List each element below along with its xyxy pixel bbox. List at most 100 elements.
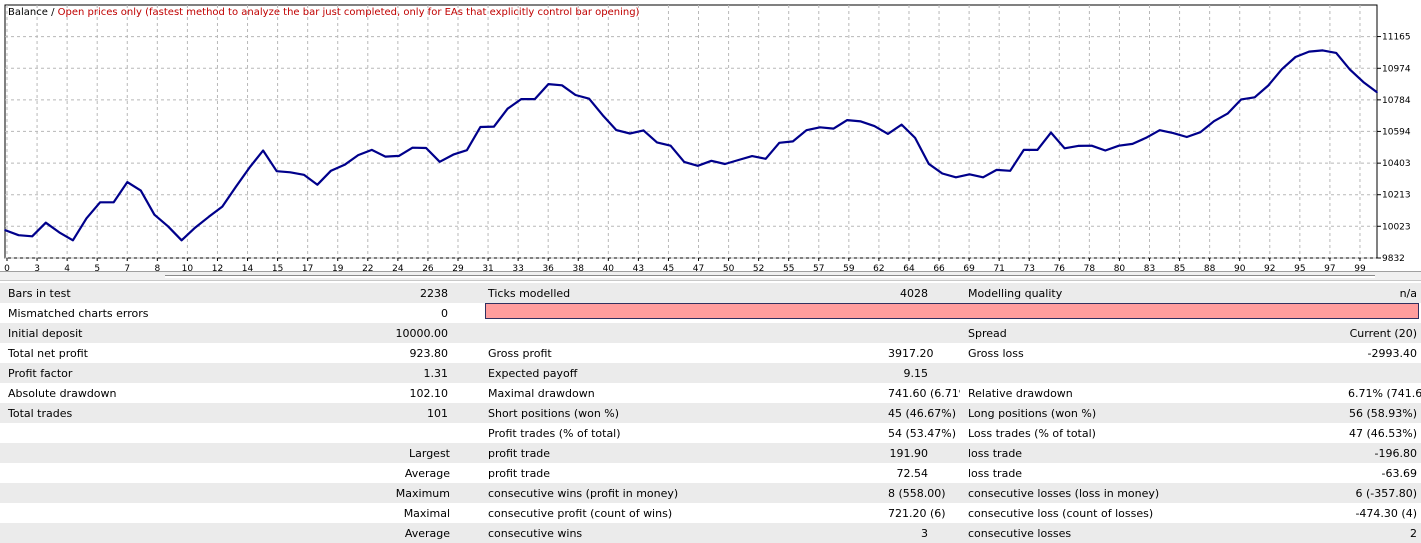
balance-point (384, 155, 387, 158)
x-tick-label: 45 (663, 264, 674, 271)
balance-point (860, 120, 862, 123)
label-consecutive-loss-count: consecutive loss (count of losses) (968, 506, 1154, 520)
value-consecutive-profit-count: 721.20 (6) (888, 506, 946, 520)
balance-point (4, 229, 6, 231)
x-tick-label: 4 (64, 264, 70, 271)
x-tick-label: 19 (332, 264, 344, 271)
balance-point (425, 147, 427, 149)
balance-point (153, 213, 156, 216)
label-relative-drawdown: Relative drawdown (968, 386, 1073, 400)
balance-point (615, 129, 618, 131)
label-maximal-drawdown: Maximal drawdown (488, 386, 595, 400)
x-tick-label: 99 (1354, 264, 1366, 271)
balance-point (493, 125, 495, 128)
balance-point (724, 163, 726, 165)
report-row-initial-deposit: Initial deposit 10000.00 Spread Current … (0, 323, 1421, 343)
balance-point (1131, 143, 1134, 145)
balance-point (1023, 149, 1025, 151)
empty-cell (0, 423, 160, 443)
splitter-grip[interactable] (165, 275, 1375, 278)
balance-point (1145, 136, 1147, 139)
report-row-mismatched: Mismatched charts errors 0 (0, 303, 1421, 323)
value-average-profit-trade: 72.54 (896, 466, 929, 480)
balance-point (275, 170, 278, 172)
panel-splitter[interactable] (0, 271, 1421, 281)
balance-point (805, 129, 808, 131)
label-average-loss-trade: loss trade (968, 466, 1023, 480)
balance-chart: 0 3 4 5 7 8 10 12 14 15 17 19 22 24 26 29 31 33 36 38 40 43 45… (4, 4, 1411, 271)
empty-cell (160, 423, 480, 443)
value-short-positions: 45 (46.67%) (880, 403, 960, 423)
value-total-trades: 101 (160, 403, 480, 423)
balance-point (479, 126, 482, 128)
label-maximal: Maximal (403, 506, 450, 520)
balance-point (1118, 144, 1120, 147)
x-tick-label: 92 (1264, 264, 1275, 271)
label-gross-profit: Gross profit (488, 346, 552, 360)
balance-point (262, 149, 264, 152)
balance-point (819, 126, 821, 129)
empty-cell (0, 523, 160, 543)
value-consecutive-losses-money: 6 (-357.80) (1340, 483, 1421, 503)
report-row-profit-factor: Profit factor 1.31 Expected payoff 9.15 (0, 363, 1421, 383)
y-tick-label: 9832 (1382, 254, 1405, 264)
balance-point (601, 114, 604, 116)
x-tick-label: 14 (242, 264, 254, 271)
label-profit-factor: Profit factor (0, 363, 160, 383)
chart-title: Balance / Open prices only (fastest meth… (8, 7, 639, 18)
label-long-positions: Long positions (won %) (960, 403, 1340, 423)
balance-point (1172, 132, 1175, 134)
balance-point (1308, 50, 1310, 53)
balance-point (1036, 149, 1039, 151)
balance-point (1186, 136, 1188, 138)
report-row-net-profit: Total net profit 923.80 Gross profit 391… (0, 343, 1421, 363)
balance-point (330, 169, 332, 172)
value-modelling-quality: n/a (1340, 283, 1421, 303)
balance-point (506, 107, 509, 110)
label-largest-loss-trade: loss trade (960, 443, 1340, 463)
label-absolute-drawdown: Absolute drawdown (8, 386, 117, 400)
balance-point (588, 97, 590, 100)
balance-point (167, 225, 169, 228)
balance-point (58, 231, 61, 234)
balance-point (1158, 129, 1161, 131)
balance-point (642, 129, 645, 132)
balance-point (832, 127, 835, 130)
value-profit-factor: 1.31 (160, 363, 480, 383)
report-row-largest: Largest profit trade 191.90 loss trade -… (0, 443, 1421, 463)
balance-point (941, 172, 944, 175)
value-average-loss-trade: -63.69 (1381, 466, 1417, 480)
report-row-maximal: Maximal consecutive profit (count of win… (0, 503, 1421, 523)
x-tick-label: 24 (392, 264, 404, 271)
balance-point (968, 173, 971, 176)
value-spread: Current (20) (1340, 323, 1421, 343)
x-tick-label: 71 (993, 264, 1004, 271)
balance-point (995, 169, 998, 171)
x-tick-label: 15 (272, 264, 283, 271)
balance-point (1253, 96, 1256, 99)
report-row-total-trades: Total trades 101 Short positions (won %)… (0, 403, 1421, 423)
x-tick-label: 43 (633, 264, 644, 271)
empty-cell (1340, 363, 1421, 383)
balance-point (561, 84, 563, 87)
label-consecutive-losses: consecutive losses (960, 523, 1340, 543)
x-tick-label: 97 (1324, 264, 1335, 271)
balance-point (656, 141, 658, 144)
y-axis-ticks: 11165 10974 10784 10594 10403 10213 10023 9832 (1377, 33, 1411, 264)
balance-point (900, 123, 903, 126)
x-axis-ticks: 0 3 4 5 7 8 10 12 14 15 17 19 22 24 26 29 31 33 36 38 40 43 45… (4, 258, 1366, 271)
value-initial-deposit: 10000.00 (160, 323, 480, 343)
label-average-profit-trade: profit trade (488, 466, 551, 480)
report-row-maximum: Maximum consecutive wins (profit in mone… (0, 483, 1421, 503)
balance-point (669, 144, 672, 147)
chart-grid (5, 5, 1377, 259)
x-tick-label: 64 (903, 264, 915, 271)
balance-point (343, 163, 346, 166)
balance-point (547, 83, 550, 85)
empty-cell (880, 323, 960, 343)
label-maximum: Maximum (160, 483, 480, 503)
balance-point (180, 239, 183, 242)
label-expected-payoff: Expected payoff (480, 363, 880, 383)
empty-cell (0, 463, 160, 483)
y-tick-label: 10784 (1382, 96, 1411, 106)
